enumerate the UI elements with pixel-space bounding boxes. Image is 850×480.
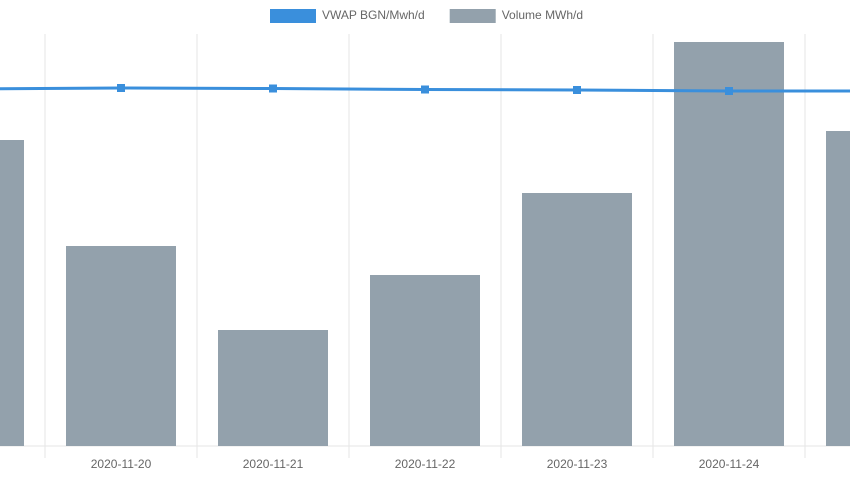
x-tick-label: 2020-11-21 [243, 457, 304, 471]
x-tick-label: 2020-11-24 [699, 457, 760, 471]
line-marker [117, 84, 125, 92]
x-tick-label: 2020-11-22 [395, 457, 456, 471]
bar [66, 246, 176, 446]
x-tick-label: 2020-11-23 [547, 457, 608, 471]
bar [522, 193, 632, 446]
legend-label: VWAP BGN/Mwh/d [322, 8, 425, 22]
line-marker [725, 87, 733, 95]
bar [218, 330, 328, 446]
bar [826, 131, 850, 446]
legend-swatch [270, 9, 316, 23]
line-marker [421, 85, 429, 94]
bar [674, 42, 784, 446]
legend-swatch [449, 9, 496, 23]
bar [370, 275, 480, 446]
x-tick-label: 2020-11-20 [91, 457, 152, 471]
bar [0, 140, 24, 446]
line-marker [269, 84, 277, 93]
legend-label: Volume MWh/d [502, 8, 583, 22]
line-marker [573, 86, 581, 94]
